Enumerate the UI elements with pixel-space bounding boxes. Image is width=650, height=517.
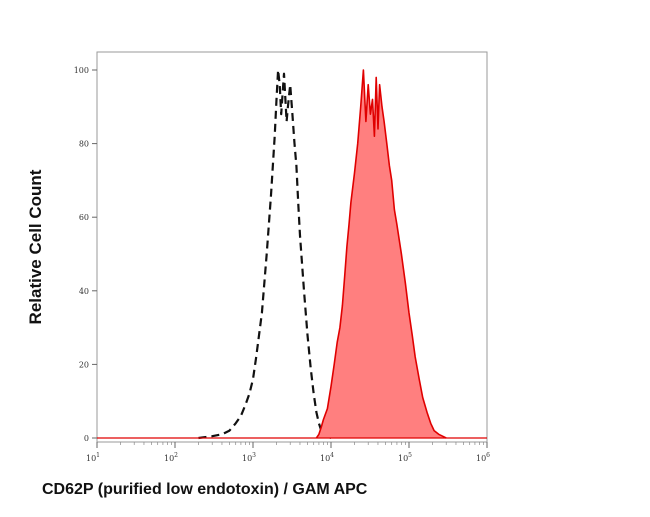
series-1-area (316, 70, 447, 438)
plot-area: 101 102 103 104 105 106 0 20 40 60 80 100 (74, 51, 490, 463)
x-tick-label-2: 103 (242, 452, 256, 463)
x-tick-label-1: 102 (164, 452, 178, 463)
x-axis: 101 102 103 104 105 106 (86, 442, 490, 463)
x-tick-label-0: 101 (86, 452, 100, 463)
y-tick-label-0: 0 (84, 434, 89, 443)
x-tick-label-4: 105 (398, 452, 412, 463)
y-tick-label-1: 20 (79, 360, 89, 369)
y-tick-label-2: 40 (79, 287, 89, 296)
y-tick-label-4: 80 (79, 140, 89, 149)
series-0-line (198, 68, 332, 440)
series-1-outline (315, 69, 447, 439)
y-axis: 0 20 40 60 80 100 (74, 66, 97, 443)
x-tick-label-3: 104 (320, 452, 334, 463)
y-axis-label: Relative Cell Count (26, 169, 45, 324)
x-axis-label: CD62P (purified low endotoxin) / GAM APC (42, 481, 368, 498)
x-tick-label-5: 106 (476, 452, 490, 463)
plot-frame (96, 51, 488, 443)
series-layer (97, 68, 487, 440)
y-tick-label-5: 100 (74, 66, 89, 75)
y-tick-label-3: 60 (79, 213, 89, 222)
